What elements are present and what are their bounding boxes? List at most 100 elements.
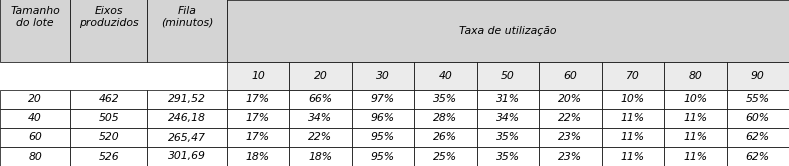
Text: 35%: 35% xyxy=(433,94,458,105)
Text: 17%: 17% xyxy=(246,94,270,105)
Text: 90: 90 xyxy=(751,71,765,81)
Text: 28%: 28% xyxy=(433,114,458,124)
Text: 60: 60 xyxy=(28,132,42,142)
Bar xyxy=(0,0,70,62)
Text: 34%: 34% xyxy=(308,114,332,124)
Bar xyxy=(70,90,148,109)
Text: 60: 60 xyxy=(563,71,578,81)
Text: 17%: 17% xyxy=(246,114,270,124)
Bar xyxy=(727,128,789,147)
Text: 11%: 11% xyxy=(621,114,645,124)
Text: 62%: 62% xyxy=(746,132,770,142)
Bar xyxy=(539,109,601,128)
Bar xyxy=(352,109,414,128)
Bar xyxy=(727,109,789,128)
Bar xyxy=(414,109,477,128)
Text: 26%: 26% xyxy=(433,132,458,142)
Bar xyxy=(539,62,601,90)
Text: 35%: 35% xyxy=(495,152,520,162)
Bar xyxy=(0,147,70,166)
Bar xyxy=(727,90,789,109)
Text: 11%: 11% xyxy=(683,132,708,142)
Text: 301,69: 301,69 xyxy=(168,152,206,162)
Bar xyxy=(0,90,70,109)
Bar xyxy=(226,90,290,109)
Text: 10%: 10% xyxy=(621,94,645,105)
Bar xyxy=(70,147,148,166)
Bar xyxy=(70,109,148,128)
Bar xyxy=(148,128,226,147)
Text: 95%: 95% xyxy=(371,132,395,142)
Bar xyxy=(70,0,148,62)
Bar xyxy=(0,128,70,147)
Bar xyxy=(148,147,226,166)
Text: 291,52: 291,52 xyxy=(168,94,206,105)
Text: 505: 505 xyxy=(99,114,119,124)
Text: 35%: 35% xyxy=(495,132,520,142)
Text: 20: 20 xyxy=(313,71,327,81)
Bar xyxy=(414,128,477,147)
Bar xyxy=(601,147,664,166)
Text: 40: 40 xyxy=(439,71,452,81)
Bar xyxy=(477,62,539,90)
Bar xyxy=(664,109,727,128)
Text: 20: 20 xyxy=(28,94,42,105)
Bar xyxy=(148,0,226,62)
Bar xyxy=(290,109,352,128)
Bar xyxy=(226,128,290,147)
Text: 70: 70 xyxy=(626,71,640,81)
Bar xyxy=(539,128,601,147)
Bar xyxy=(290,147,352,166)
Text: 11%: 11% xyxy=(683,114,708,124)
Bar xyxy=(290,128,352,147)
Bar xyxy=(664,62,727,90)
Text: Tamanho
do lote: Tamanho do lote xyxy=(10,6,60,28)
Text: 520: 520 xyxy=(99,132,119,142)
Bar xyxy=(539,147,601,166)
Bar xyxy=(601,62,664,90)
Bar xyxy=(664,128,727,147)
Bar xyxy=(148,90,226,109)
Bar xyxy=(601,128,664,147)
Text: 265,47: 265,47 xyxy=(168,132,206,142)
Text: 462: 462 xyxy=(99,94,119,105)
Bar xyxy=(727,147,789,166)
Bar xyxy=(727,62,789,90)
Text: 50: 50 xyxy=(501,71,514,81)
Bar xyxy=(352,90,414,109)
Text: 62%: 62% xyxy=(746,152,770,162)
Text: 23%: 23% xyxy=(559,132,582,142)
Text: 17%: 17% xyxy=(246,132,270,142)
Bar xyxy=(226,109,290,128)
Text: 80: 80 xyxy=(28,152,42,162)
Text: 11%: 11% xyxy=(621,132,645,142)
Bar xyxy=(477,109,539,128)
Bar xyxy=(414,90,477,109)
Bar xyxy=(290,90,352,109)
Bar xyxy=(539,90,601,109)
Text: 96%: 96% xyxy=(371,114,395,124)
Text: 25%: 25% xyxy=(433,152,458,162)
Bar xyxy=(352,62,414,90)
Text: 10: 10 xyxy=(251,71,265,81)
Text: 80: 80 xyxy=(689,71,702,81)
Text: 30: 30 xyxy=(376,71,390,81)
Text: 31%: 31% xyxy=(495,94,520,105)
Text: 11%: 11% xyxy=(683,152,708,162)
Text: 66%: 66% xyxy=(308,94,332,105)
Text: 97%: 97% xyxy=(371,94,395,105)
Text: 246,18: 246,18 xyxy=(168,114,206,124)
Bar xyxy=(414,62,477,90)
Text: Fila
(minutos): Fila (minutos) xyxy=(161,6,213,28)
Text: 11%: 11% xyxy=(621,152,645,162)
Bar xyxy=(601,109,664,128)
Text: 95%: 95% xyxy=(371,152,395,162)
Bar xyxy=(477,128,539,147)
Text: 22%: 22% xyxy=(559,114,582,124)
Bar xyxy=(70,128,148,147)
Bar xyxy=(601,90,664,109)
Bar xyxy=(477,147,539,166)
Bar xyxy=(226,147,290,166)
Text: Eixos
produzidos: Eixos produzidos xyxy=(79,6,139,28)
Text: 526: 526 xyxy=(99,152,119,162)
